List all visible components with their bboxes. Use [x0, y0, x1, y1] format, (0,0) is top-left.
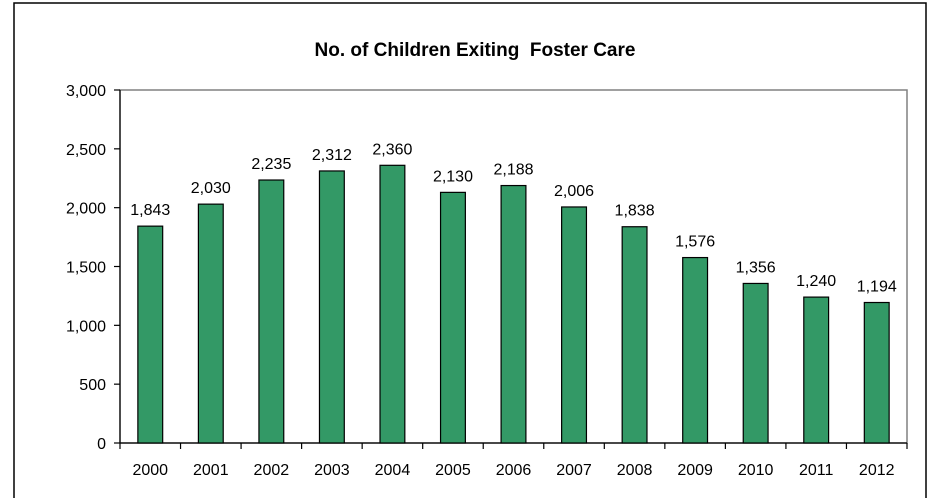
- y-tick-label: 500: [79, 377, 106, 394]
- x-tick-label: 2011: [799, 462, 834, 479]
- data-labels: 1,843 2,030 2,235 2,312 2,360 2,130 2,188 2,006…: [130, 141, 897, 295]
- data-label-2008: 1,838: [615, 203, 655, 220]
- data-label-2006: 2,188: [493, 162, 533, 179]
- x-tick-label: 2009: [677, 462, 713, 479]
- data-label-2000: 1,843: [130, 202, 170, 219]
- data-label-2010: 1,356: [736, 259, 776, 276]
- x-tick-label: 2006: [496, 462, 532, 479]
- x-tick-label: 2007: [556, 462, 592, 479]
- y-tick-label: 1,500: [66, 260, 106, 277]
- x-tick-label: 2005: [435, 462, 471, 479]
- bar-2008: [621, 226, 648, 444]
- data-label-2004: 2,360: [372, 141, 412, 158]
- x-tick-label: 2000: [132, 462, 168, 479]
- bar-2000: [137, 225, 164, 444]
- x-tick-label: 2010: [738, 462, 774, 479]
- y-tick-label: 0: [97, 436, 106, 453]
- bar-2006: [500, 184, 527, 444]
- y-tick-label: 3,000: [66, 83, 106, 100]
- bar-2004: [379, 164, 406, 444]
- y-axis: 0 500 1,000 1,500 2,000 2,500 3,000: [66, 83, 121, 453]
- y-tick-label: 2,500: [66, 142, 106, 159]
- data-label-2011: 1,240: [796, 273, 836, 290]
- data-label-2005: 2,130: [433, 168, 473, 185]
- bar-2007: [561, 206, 588, 444]
- bars: [137, 164, 890, 444]
- bar-2010: [742, 282, 769, 444]
- chart-border: [13, 2, 927, 498]
- bar-2001: [197, 203, 224, 444]
- bar-2009: [682, 256, 709, 444]
- y-tick-label: 1,000: [66, 318, 106, 335]
- data-label-2001: 2,030: [191, 180, 231, 197]
- chart-title: No. of Children Exiting Foster Care: [315, 40, 636, 61]
- x-axis: 2000 2001 2002 2003 2004 2005 2006 2007 2008 2009…: [119, 442, 908, 479]
- data-label-2007: 2,006: [554, 183, 594, 200]
- x-tick-label: 2003: [314, 462, 350, 479]
- data-label-2012: 1,194: [857, 279, 897, 296]
- data-label-2002: 2,235: [251, 156, 291, 173]
- bar-2011: [803, 296, 830, 444]
- bar-2002: [258, 179, 285, 444]
- x-tick-label: 2002: [254, 462, 290, 479]
- x-tick-label: 2008: [617, 462, 653, 479]
- x-tick-label: 2012: [859, 462, 895, 479]
- data-label-2003: 2,312: [312, 147, 352, 164]
- data-label-2009: 1,576: [675, 234, 715, 251]
- x-tick-label: 2004: [375, 462, 411, 479]
- y-tick-label: 2,000: [66, 201, 106, 218]
- x-tick-label: 2001: [193, 462, 229, 479]
- bar-2012: [863, 301, 890, 444]
- bar-2003: [318, 170, 345, 444]
- bar-2005: [439, 191, 466, 444]
